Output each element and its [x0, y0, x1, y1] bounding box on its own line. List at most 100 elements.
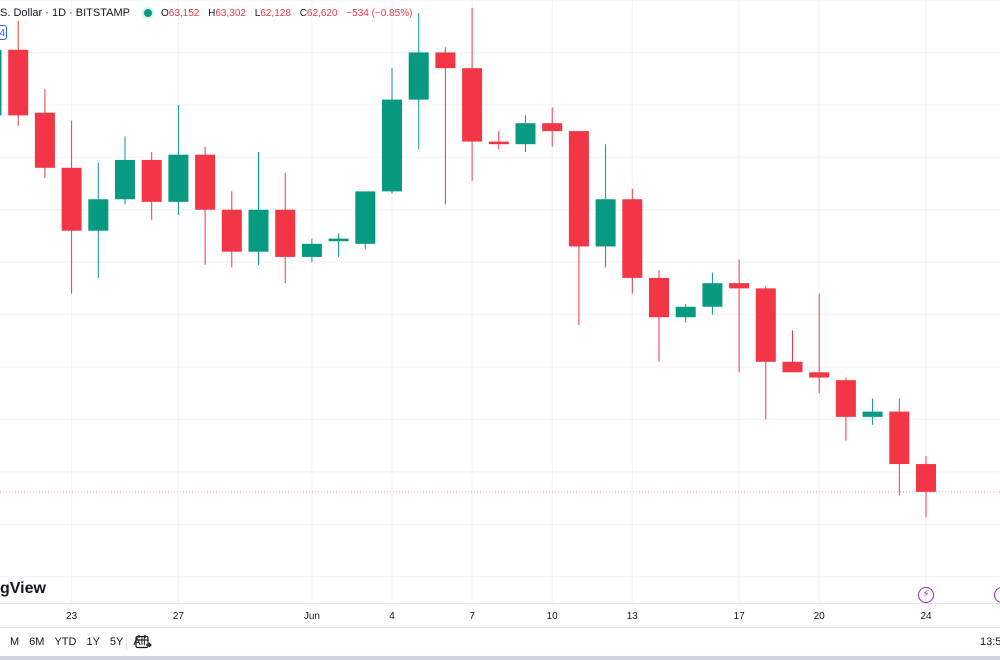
candle-body [195, 154, 216, 210]
candle [141, 152, 162, 221]
indicator-count-badge[interactable]: 4 [0, 25, 7, 40]
horizontal-scrollbar[interactable] [0, 656, 1000, 660]
candle-body [595, 199, 616, 247]
candle [675, 304, 696, 323]
toolbar-divider [126, 634, 127, 650]
candle-body [649, 277, 669, 318]
candle-body [328, 238, 349, 242]
candle [835, 377, 856, 441]
candle-body [809, 372, 830, 378]
candle-body [408, 52, 429, 100]
candle-body [462, 68, 483, 142]
candle-body [729, 283, 750, 289]
time-axis-label: 7 [469, 611, 475, 622]
candle-body [355, 191, 376, 244]
candle [34, 89, 55, 179]
candle [515, 115, 536, 153]
candle [809, 293, 830, 394]
candle-body [0, 49, 2, 116]
time-axis [0, 603, 1000, 604]
clock-time[interactable]: 13:5 [980, 636, 1000, 648]
candle-body [755, 288, 776, 362]
open-key: O [160, 7, 169, 19]
candle-body [782, 361, 803, 373]
range-button-1m[interactable]: M [10, 636, 20, 648]
ohlc-values: O63,152 H63,302 L62,128 C62,620 −534 (−0… [161, 8, 418, 19]
time-axis-label: 20 [813, 611, 825, 622]
grid-lines [0, 0, 1000, 603]
change-value: −534 (−0.85%) [346, 7, 413, 19]
candle [916, 456, 936, 518]
candle [8, 20, 29, 126]
candle-body [835, 380, 856, 417]
time-axis-label: 24 [920, 611, 932, 622]
candle [755, 285, 776, 420]
range-button-1y[interactable]: 1Y [86, 636, 100, 648]
low-value: 62,128 [260, 7, 291, 19]
candle-body [61, 167, 82, 231]
candle-body [168, 154, 189, 202]
calendar-range-icon[interactable] [134, 633, 152, 651]
candle [408, 13, 429, 150]
candle-body [382, 99, 402, 192]
candle [595, 144, 616, 268]
time-axis-label: 4 [389, 611, 395, 622]
symbol-title[interactable]: S. Dollar · 1D · BITSTAMP [0, 7, 130, 19]
candle [355, 191, 376, 250]
candle [115, 136, 135, 205]
candle-body [675, 306, 696, 318]
time-axis-label: 17 [733, 611, 745, 622]
candle [649, 270, 669, 362]
range-button-6m[interactable]: 6M [29, 636, 45, 648]
market-status-dot[interactable] [143, 9, 152, 17]
symbol-legend: S. Dollar · 1D · BITSTAMP O63,152 H63,30… [0, 6, 418, 20]
candle-body [435, 52, 456, 69]
candle-body [141, 159, 162, 202]
range-button-5y[interactable]: 5Y [109, 636, 124, 648]
candle-body [88, 199, 109, 231]
candle-body [275, 209, 296, 257]
candle-body [34, 112, 55, 168]
candle [275, 173, 296, 284]
candle-body [568, 131, 589, 247]
candle-body [622, 199, 643, 278]
candle-body [8, 49, 29, 116]
candle [248, 152, 269, 265]
candle [88, 162, 109, 278]
range-button-ytd[interactable]: YTD [54, 636, 77, 648]
low-key: L [254, 7, 261, 19]
candle-body [916, 464, 936, 492]
time-axis-label: Jun [303, 611, 320, 622]
candlestick-chart[interactable] [0, 0, 1000, 603]
close-value: 62,620 [306, 7, 338, 19]
candle [328, 233, 349, 257]
time-axis-label: 27 [172, 611, 184, 622]
candle [0, 49, 2, 116]
candle [622, 188, 643, 294]
candle-body [542, 123, 563, 132]
bottom-toolbar [0, 627, 1000, 659]
candle [221, 191, 242, 268]
candle [462, 7, 483, 181]
high-value: 63,302 [215, 7, 246, 19]
candle [488, 131, 509, 150]
candle [301, 238, 322, 263]
candle [435, 47, 456, 205]
candle [195, 146, 216, 265]
high-key: H [208, 7, 216, 19]
candle [168, 104, 189, 215]
candle [889, 398, 910, 496]
time-axis-label: 10 [546, 611, 558, 622]
time-axis-label: 13 [626, 611, 638, 622]
tradingview-logo: gView [0, 580, 46, 597]
candles-group [0, 7, 936, 518]
candle [782, 330, 803, 373]
lightning-event-icon[interactable]: ⚡ [918, 587, 934, 603]
open-value: 63,152 [168, 7, 200, 19]
candle [61, 120, 82, 294]
time-axis-label: 23 [66, 611, 78, 622]
candle-body [702, 283, 723, 307]
candle-body [301, 243, 322, 257]
candle [702, 272, 723, 315]
candle-body [488, 141, 509, 145]
